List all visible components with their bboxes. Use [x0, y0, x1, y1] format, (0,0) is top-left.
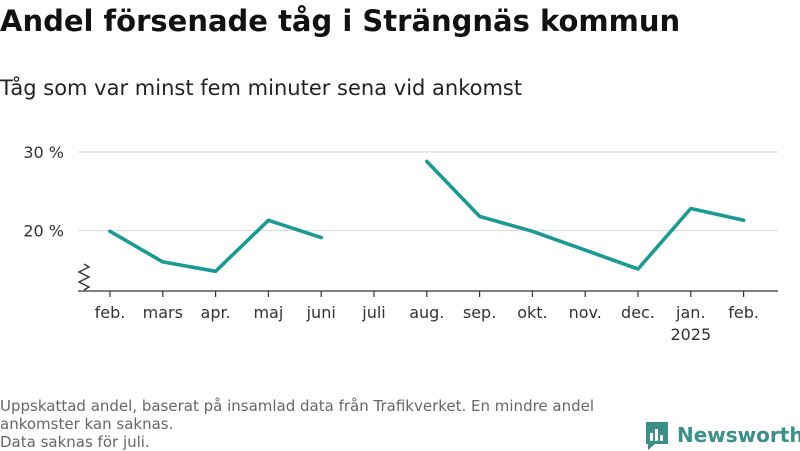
x-tick-label: sep.	[463, 303, 496, 322]
footnote-source: Uppskattad andel, baserat på insamlad da…	[0, 397, 595, 433]
y-tick-label: 30 %	[23, 143, 64, 162]
newsworthy-logo-icon	[646, 422, 668, 450]
series-line	[424, 159, 746, 271]
x-tick-label: jan.	[675, 303, 705, 322]
footnote-missing-data: Data saknas för juli.	[0, 433, 150, 451]
x-tick-label: apr.	[201, 303, 231, 322]
x-tick-label: juli	[361, 303, 385, 322]
chart-title: Andel försenade tåg i Strängnäs kommun	[0, 4, 681, 38]
y-tick-label: 20 %	[23, 222, 64, 241]
x-tick-label: dec.	[621, 303, 655, 322]
x-tick-label: nov.	[569, 303, 602, 322]
x-tick-label: juni	[306, 303, 336, 322]
x-tick-label: okt.	[517, 303, 547, 322]
y-axis-ticks: 20 % 30 %	[23, 143, 64, 241]
x-tick-label: feb.	[95, 303, 126, 322]
line-chart: 20 % 30 % feb. mars apr. maj juni juli aug. sep.…	[23, 143, 778, 344]
x-axis-ticks: feb. mars apr. maj juni juli aug. sep. okt. nov. d…	[95, 291, 759, 344]
footnote: Uppskattad andel, baserat på insamlad da…	[0, 397, 630, 451]
gridlines	[78, 151, 778, 232]
chart-subtitle: Tåg som var minst fem minuter sena vid a…	[0, 76, 523, 100]
series	[108, 159, 746, 274]
x-year-label: 2025	[670, 325, 711, 344]
axis-break-icon	[77, 263, 91, 291]
brand: Newsworthy	[644, 420, 800, 450]
series-line	[108, 218, 324, 274]
x-tick-label: aug.	[409, 303, 444, 322]
x-tick-label: maj	[253, 303, 283, 322]
brand-name: Newsworthy	[677, 423, 800, 447]
x-tick-label: feb.	[728, 303, 759, 322]
x-tick-label: mars	[143, 303, 183, 322]
